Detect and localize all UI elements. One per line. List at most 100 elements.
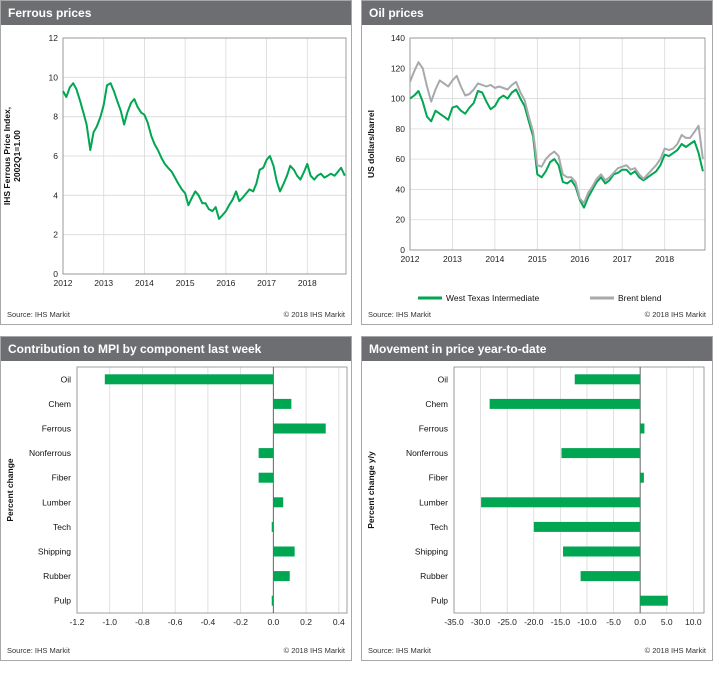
source-note: Source: IHS Markit: [7, 646, 70, 655]
panel-title: Contribution to MPI by component last we…: [1, 337, 351, 361]
y-tick-label: 8: [53, 112, 58, 122]
movement-chart: -35.0 -30.0 -25.0 -20.0 -15.0 -10.0 -5.0 0.0 5.0…: [366, 366, 705, 627]
y-axis-label: US dollars/barrel: [366, 110, 376, 178]
y-tick-label: 60: [396, 154, 406, 164]
x-tick-label: 0.2: [300, 617, 312, 627]
x-tick-label: 0.0: [267, 617, 279, 627]
copyright-note: © 2018 IHS Markit: [283, 646, 345, 655]
category-label: Lumber: [42, 497, 71, 507]
bar: [271, 595, 274, 606]
x-tick-label: -35.0: [444, 617, 464, 627]
bar: [104, 374, 274, 385]
bar: [640, 595, 668, 606]
x-tick-label: 2016: [216, 278, 235, 288]
series-line: [409, 88, 704, 209]
x-tick-label: 2013: [94, 278, 113, 288]
category-label: Fiber: [52, 473, 72, 483]
ferrous-prices-chart: 0 2 4 6 8 10 12 2012 2013 2014 2015 2016 2017 2018 IHS…: [2, 33, 347, 288]
y-tick-label: 100: [391, 94, 405, 104]
x-tick-label: -1.0: [102, 617, 117, 627]
plot-frame: [76, 366, 348, 614]
x-tick-label: 2012: [54, 278, 73, 288]
category-label: Oil: [438, 374, 449, 384]
x-tick-label: -10.0: [577, 617, 597, 627]
y-tick-label: 10: [49, 72, 59, 82]
y-tick-label: 0: [53, 269, 58, 279]
bar: [533, 521, 641, 532]
x-tick-label: -0.6: [168, 617, 183, 627]
category-label: Tech: [53, 522, 71, 532]
legend-label: Brent blend: [618, 293, 662, 303]
category-label: Shipping: [38, 547, 71, 557]
bar: [561, 448, 641, 459]
x-tick-label: 2012: [401, 254, 420, 264]
x-tick-label: 2017: [257, 278, 276, 288]
x-tick-label: 2015: [176, 278, 195, 288]
category-label: Shipping: [415, 547, 448, 557]
legend-label: West Texas Intermediate: [446, 293, 540, 303]
y-axis-label: Percent change: [5, 458, 15, 522]
y-tick-label: 6: [53, 151, 58, 161]
x-tick-label: -15.0: [551, 617, 571, 627]
x-tick-label: -25.0: [498, 617, 518, 627]
y-tick-label: 140: [391, 33, 405, 43]
x-tick-label: -5.0: [606, 617, 621, 627]
category-label: Fiber: [429, 473, 449, 483]
y-tick-label: 2: [53, 230, 58, 240]
y-axis-label: 2002Q1=1.00: [12, 130, 22, 182]
bar: [271, 521, 274, 532]
x-tick-label: 2014: [485, 254, 504, 264]
panel-title: Oil prices: [362, 1, 712, 25]
bar: [640, 423, 645, 434]
x-tick-label: -1.2: [70, 617, 85, 627]
x-tick-label: -30.0: [471, 617, 491, 627]
y-axis-label: Percent change y/y: [366, 451, 376, 529]
contribution-panel: Contribution to MPI by component last we…: [0, 336, 352, 661]
x-tick-label: 0.0: [634, 617, 646, 627]
category-label: Ferrous: [42, 424, 71, 434]
plot-frame: [409, 37, 706, 251]
y-tick-label: 40: [396, 184, 406, 194]
contribution-chart: -1.2 -1.0 -0.8 -0.6 -0.4 -0.2 0.0 0.2 0.4 Oil Chem…: [5, 366, 348, 627]
x-tick-label: 10.0: [685, 617, 702, 627]
ferrous-prices-panel: Ferrous prices 0 2 4 6 8 10 12 2012 2013 2014 2015…: [0, 0, 352, 325]
bar: [273, 571, 290, 582]
copyright-note: © 2018 IHS Markit: [644, 646, 706, 655]
source-note: Source: IHS Markit: [7, 310, 70, 319]
panel-title: Ferrous prices: [1, 1, 351, 25]
y-tick-label: 20: [396, 215, 406, 225]
category-label: Oil: [61, 374, 72, 384]
y-tick-label: 0: [400, 245, 405, 255]
x-tick-label: 2018: [298, 278, 317, 288]
x-tick-label: -0.2: [233, 617, 248, 627]
oil-prices-chart: 0 20 40 60 80 100 120 140 2012 2013 2014 2015 2016 20…: [366, 33, 706, 303]
panel-title: Movement in price year-to-date: [362, 337, 712, 361]
x-tick-label: -20.0: [524, 617, 544, 627]
source-note: Source: IHS Markit: [368, 310, 431, 319]
x-tick-label: 5.0: [661, 617, 673, 627]
movement-panel: Movement in price year-to-date -35.0 -30.…: [361, 336, 713, 661]
x-tick-label: -0.8: [135, 617, 150, 627]
y-tick-label: 12: [49, 33, 59, 43]
bar: [481, 497, 641, 508]
y-axis-label: IHS Ferrous Price Index,: [2, 107, 12, 205]
category-label: Rubber: [420, 571, 448, 581]
plot-frame: [453, 366, 705, 614]
source-note: Source: IHS Markit: [368, 646, 431, 655]
bar: [273, 497, 284, 508]
oil-prices-panel: Oil prices 0 20 40 60 80 100 120 140 2012 2013 201…: [361, 0, 713, 325]
x-tick-label: 0.4: [333, 617, 345, 627]
bar: [580, 571, 641, 582]
bar: [258, 448, 274, 459]
category-label: Chem: [425, 399, 448, 409]
bar: [640, 472, 644, 483]
bar: [273, 398, 292, 409]
bar: [258, 472, 274, 483]
series-line: [62, 82, 346, 220]
y-tick-label: 4: [53, 190, 58, 200]
copyright-note: © 2018 IHS Markit: [644, 310, 706, 319]
category-label: Nonferrous: [406, 448, 448, 458]
category-label: Lumber: [419, 497, 448, 507]
category-label: Pulp: [431, 596, 448, 606]
x-tick-label: 2018: [655, 254, 674, 264]
